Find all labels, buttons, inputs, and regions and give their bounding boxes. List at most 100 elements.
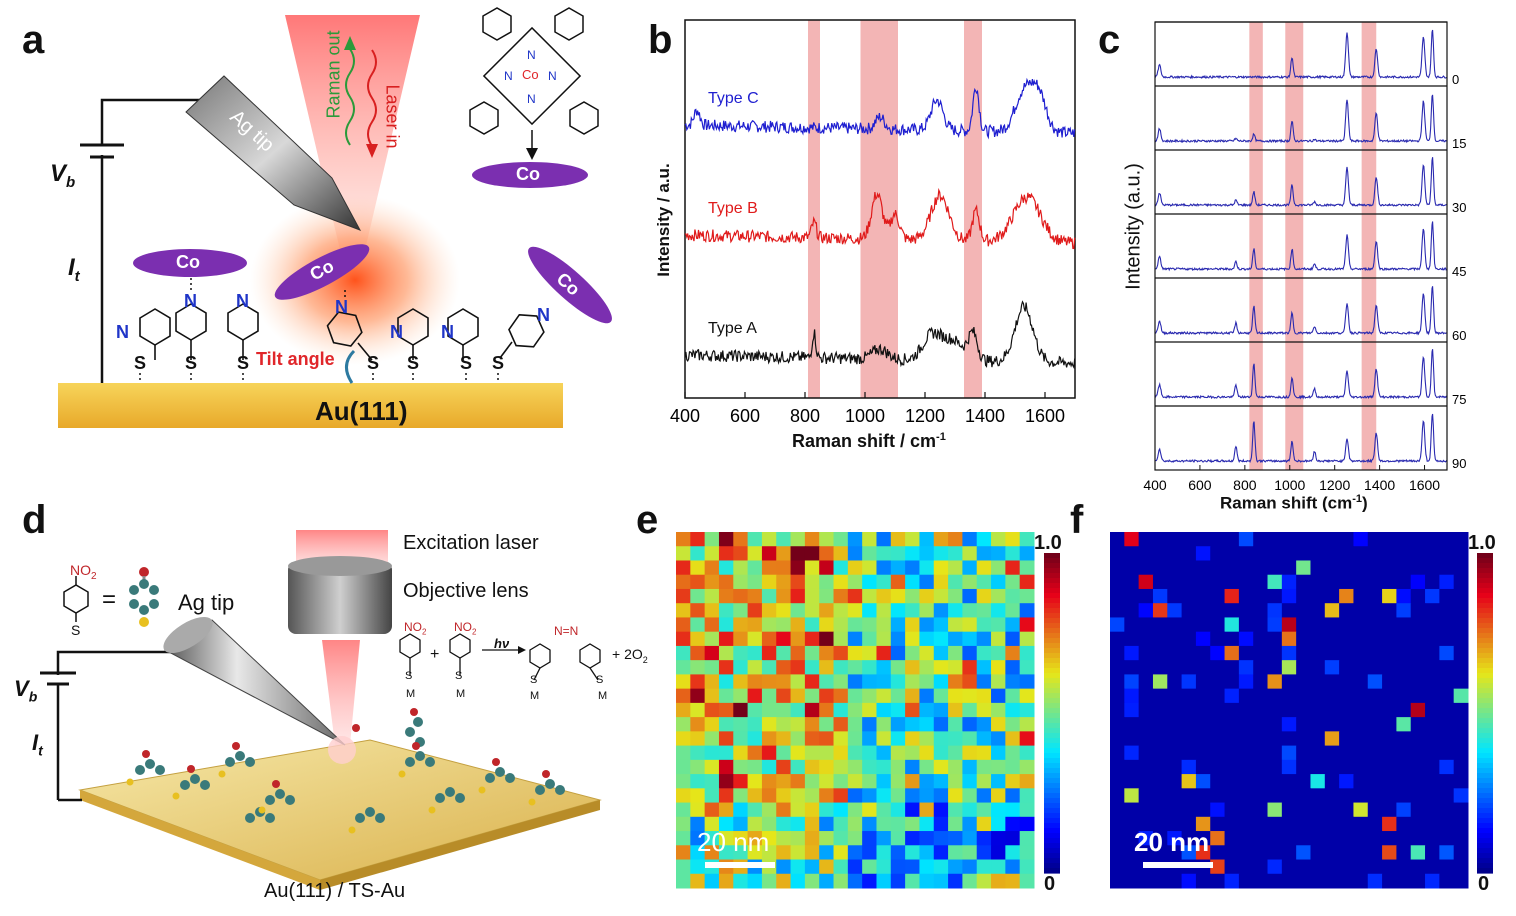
map-pixel (1281, 788, 1297, 804)
colorbar-step (1477, 833, 1493, 839)
map-pixel (761, 802, 777, 818)
map-pixel (876, 859, 892, 875)
colorbar-step (1477, 868, 1493, 874)
map-pixel (747, 631, 763, 647)
map-pixel (1367, 717, 1383, 732)
map-pixel (905, 745, 920, 761)
map-pixel (704, 802, 720, 818)
map-pixel (676, 788, 691, 804)
map-pixel (1138, 603, 1154, 618)
map-pixel (1138, 816, 1154, 832)
map-pixel (1324, 845, 1340, 861)
map-pixel (1124, 745, 1140, 761)
map-pixel (1439, 532, 1455, 547)
m-label: M (598, 690, 608, 702)
map-pixel (819, 774, 835, 789)
map-pixel (862, 831, 877, 846)
map-pixel (1296, 702, 1311, 718)
map-pixel (1181, 631, 1197, 647)
map-pixel (790, 845, 806, 861)
map-pixel (1367, 617, 1383, 633)
map-pixel (690, 546, 706, 561)
map-pixel (1310, 688, 1326, 704)
map-pixel (1296, 617, 1311, 633)
map-pixel (1124, 660, 1140, 675)
map-pixel (1281, 759, 1297, 775)
x-tick-label: 1200 (905, 406, 945, 426)
map-pixel (690, 674, 706, 690)
map-pixel (1138, 660, 1154, 675)
map-pixel (1324, 588, 1340, 604)
map-pixel (790, 560, 806, 576)
map-pixel (676, 845, 691, 861)
s-label: S (530, 674, 538, 686)
map-pixel (819, 831, 835, 846)
map-pixel (1310, 574, 1326, 590)
map-pixel (1296, 546, 1311, 561)
map-pixel (1353, 645, 1369, 661)
series-label: Type B (708, 200, 758, 217)
substrate-label: Au(111) / TS-Au (264, 880, 406, 902)
map-pixel (1410, 532, 1426, 547)
map-pixel (1238, 617, 1254, 633)
map-pixel (905, 588, 920, 604)
map-pixel (1367, 802, 1383, 818)
map-pixel (1224, 845, 1240, 861)
map-pixel (1224, 774, 1240, 789)
colorbar-step (1044, 568, 1060, 574)
map-pixel (1005, 603, 1021, 618)
map-pixel (833, 816, 849, 832)
colorbar-step (1044, 813, 1060, 819)
map-pixel (1253, 802, 1269, 818)
au111-label: Au(111) (315, 396, 408, 426)
map-pixel (790, 688, 806, 704)
map-pixel (847, 603, 863, 618)
panel-b-xlabel: Raman shift / cm-1 (792, 431, 946, 452)
map-pixel (1224, 788, 1240, 804)
colorbar-step (1044, 588, 1060, 594)
map-pixel (1253, 603, 1269, 618)
map-pixel (847, 759, 863, 775)
map-pixel (991, 816, 1006, 832)
angle-label: 45 (1452, 264, 1466, 279)
map-pixel (847, 859, 863, 875)
s-label: S (71, 622, 81, 638)
map-pixel (1238, 859, 1254, 875)
map-pixel (790, 859, 806, 875)
map-pixel (876, 631, 892, 647)
o2-label: + 2O2 (612, 646, 648, 665)
map-pixel (1353, 802, 1369, 818)
map-pixel (1410, 802, 1426, 818)
map-pixel (704, 560, 720, 576)
map-pixel (704, 873, 720, 889)
map-pixel (733, 802, 749, 818)
map-pixel (1453, 731, 1469, 747)
map-pixel (1167, 532, 1183, 547)
map-pixel (1019, 745, 1035, 761)
series-label: Type C (708, 90, 759, 107)
map-pixel (1396, 631, 1412, 647)
map-pixel (847, 788, 863, 804)
map-pixel (690, 845, 706, 861)
map-pixel (1425, 816, 1440, 832)
map-pixel (962, 859, 978, 875)
map-pixel (1324, 688, 1340, 704)
map-pixel (1353, 660, 1369, 675)
map-pixel (747, 645, 763, 661)
map-pixel (1167, 603, 1183, 618)
it-label: It (32, 730, 43, 758)
map-pixel (976, 574, 992, 590)
colorbar-step (1477, 778, 1493, 784)
map-pixel (919, 645, 935, 661)
co-label: Co (176, 252, 200, 272)
map-pixel (1410, 731, 1426, 747)
map-pixel (1310, 532, 1326, 547)
map-pixel (804, 603, 820, 618)
map-pixel (776, 774, 792, 789)
map-pixel (1439, 774, 1455, 789)
map-pixel (1281, 802, 1297, 818)
map-pixel (1195, 645, 1211, 661)
map-pixel (1310, 617, 1326, 633)
map-pixel (919, 816, 935, 832)
map-pixel (1224, 759, 1240, 775)
